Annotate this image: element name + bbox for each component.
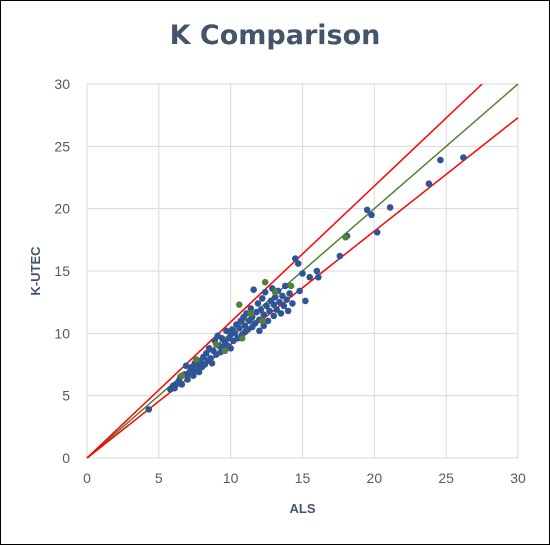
reference-line-2	[86, 117, 519, 459]
data-point-s0-47	[235, 325, 243, 332]
data-point-s0-72	[266, 307, 273, 315]
data-point-s0-96	[315, 273, 322, 281]
data-point-s1-1	[192, 356, 200, 363]
data-point-s0-40	[227, 344, 234, 352]
y-tick-label-6: 30	[54, 76, 70, 92]
data-point-s0-95	[313, 267, 321, 275]
data-point-s1-0	[178, 372, 186, 380]
data-point-s0-80	[276, 298, 283, 306]
data-point-s0-65	[257, 306, 265, 313]
data-point-s1-6	[247, 310, 255, 317]
data-point-s1-9	[271, 288, 279, 296]
data-point-s0-10	[184, 376, 191, 383]
data-point-s0-105	[460, 154, 467, 161]
data-point-s0-37	[223, 327, 230, 335]
x-tick-label-3: 15	[295, 470, 311, 486]
chart-title: K Comparison	[169, 20, 381, 51]
data-point-s0-90	[294, 260, 302, 267]
y-tick-label-1: 5	[62, 388, 70, 404]
data-point-s1-4	[235, 301, 243, 308]
tick-labels: 0 5 10 15 20 25 30 0 5 10 15 20 25 30	[54, 76, 526, 486]
x-tick-label-5: 25	[438, 470, 454, 486]
data-point-s0-82	[279, 292, 286, 300]
y-tick-label-3: 15	[54, 263, 70, 279]
data-point-s0-70	[263, 302, 270, 310]
data-point-s0-26	[207, 354, 214, 362]
data-point-s1-11	[342, 234, 349, 241]
data-point-s0-23	[202, 349, 210, 357]
data-point-s0-62	[254, 300, 262, 307]
data-point-s0-88	[289, 300, 296, 307]
data-point-s1-10	[287, 282, 295, 290]
data-point-s0-63	[256, 327, 263, 335]
data-point-s0-77	[271, 293, 279, 301]
x-tick-label-2: 10	[223, 470, 239, 486]
data-point-s1-3	[221, 347, 229, 355]
x-tick-label-1: 5	[155, 470, 163, 486]
x-tick-label-4: 20	[367, 470, 383, 486]
x-axis-title: ALS	[290, 501, 316, 516]
data-point-s0-68	[260, 311, 268, 318]
data-point-s0-56	[247, 305, 255, 312]
data-point-s0-83	[280, 302, 288, 310]
data-point-s0-27	[208, 359, 216, 367]
data-point-s0-84	[281, 282, 289, 290]
data-point-s1-5	[238, 335, 246, 342]
data-point-s0-86	[284, 307, 292, 315]
y-tick-label-0: 0	[62, 450, 70, 466]
data-point-s1-7	[258, 317, 266, 325]
x-tick-label-0: 0	[83, 470, 91, 486]
y-tick-label-2: 10	[54, 325, 70, 341]
data-point-s0-67	[260, 322, 268, 330]
data-point-s0-99	[363, 206, 371, 214]
data-point-s0-97	[336, 252, 344, 260]
data-point-s0-7	[178, 381, 186, 388]
data-point-s0-78	[273, 306, 280, 313]
data-point-s0-100	[368, 211, 375, 219]
data-points	[145, 154, 467, 413]
data-point-s0-87	[286, 290, 293, 297]
data-point-s0-3	[171, 384, 178, 392]
y-tick-label-5: 25	[54, 138, 70, 154]
data-point-s0-101	[373, 229, 381, 236]
data-point-s0-69	[261, 288, 269, 296]
data-point-s0-66	[258, 295, 266, 302]
data-point-s0-102	[386, 204, 394, 211]
data-point-s0-59	[250, 286, 257, 294]
data-point-s0-93	[302, 297, 309, 305]
reference-line-1	[86, 83, 483, 459]
data-point-s0-60	[251, 320, 259, 327]
data-point-s0-81	[277, 310, 285, 317]
x-tick-label-6: 30	[510, 470, 526, 486]
data-point-s0-0	[145, 406, 153, 413]
data-point-s0-75	[270, 312, 278, 320]
data-point-s0-104	[437, 156, 444, 164]
data-point-s0-92	[299, 270, 306, 277]
y-axis-title: K-UTEC	[28, 246, 43, 296]
data-point-s0-94	[306, 273, 313, 281]
data-point-s1-8	[261, 278, 269, 286]
data-point-s0-9	[182, 362, 190, 370]
data-point-s0-76	[270, 301, 278, 308]
data-point-s0-91	[296, 287, 303, 295]
data-point-s0-89	[292, 255, 299, 262]
y-tick-label-4: 20	[54, 201, 70, 217]
data-point-s0-44	[231, 330, 239, 337]
data-point-s0-103	[425, 180, 433, 188]
data-point-s0-18	[195, 368, 203, 376]
data-point-s0-71	[264, 317, 272, 325]
data-point-s0-14	[190, 372, 197, 380]
data-point-s1-2	[213, 341, 220, 348]
data-point-s0-85	[283, 296, 290, 303]
